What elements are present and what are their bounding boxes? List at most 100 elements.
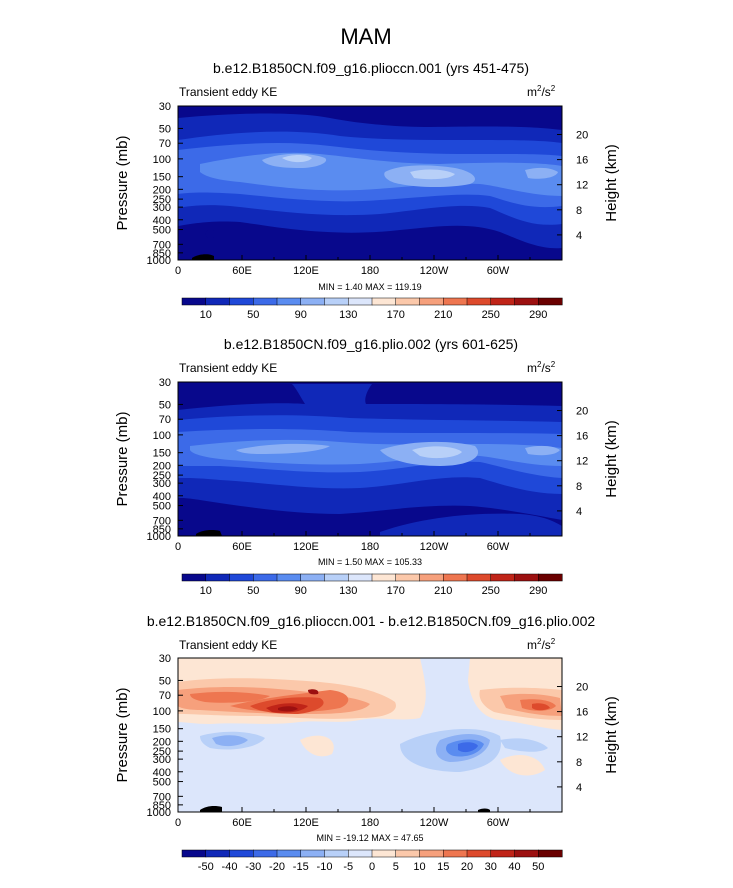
x-tick-label: 120W <box>420 541 449 553</box>
colorbar-swatch <box>395 297 421 306</box>
y-tick-label: 1000 <box>147 807 171 819</box>
colorbar-label: 250 <box>482 309 500 321</box>
contour-fill <box>212 734 490 762</box>
colorbar-swatch <box>538 573 563 582</box>
x-tick-label: 120W <box>420 265 449 277</box>
colorbar-label: 250 <box>482 585 500 597</box>
x-tick-label: 60W <box>487 265 510 277</box>
axes: 0 60E 120E 180 120W 60W3050701001502002503004… <box>114 101 620 277</box>
colorbar-swatch <box>395 849 421 858</box>
panel-subtitle: Transient eddy KE <box>179 85 277 99</box>
panel-2: b.e12.B1850CN.f09_g16.plio.002 (yrs 601-… <box>114 336 620 597</box>
stats-label: MIN = 1.40 MAX = 119.19 <box>318 282 421 292</box>
colorbar-swatch <box>300 297 326 306</box>
y-tick-label: 250 <box>153 194 171 206</box>
plot-area <box>177 105 563 261</box>
height-tick-label: 20 <box>576 406 588 418</box>
contour-fill <box>458 742 478 753</box>
x-tick-label: 180 <box>361 541 379 553</box>
colorbar-label: 40 <box>508 861 520 873</box>
colorbar-swatch <box>300 573 326 582</box>
contour-fill <box>278 689 319 712</box>
height-tick-label: 12 <box>576 180 588 192</box>
y-tick-label: 30 <box>159 377 171 389</box>
colorbar-swatch <box>253 849 278 858</box>
colorbar-swatch <box>205 297 231 306</box>
x-tick-label: 60E <box>232 265 252 277</box>
height-tick-label: 12 <box>576 732 588 744</box>
x-tick-label: 180 <box>361 265 379 277</box>
colorbar-swatch <box>253 297 278 306</box>
colorbar-swatch <box>395 573 421 582</box>
y-tick-label: 400 <box>153 491 171 503</box>
y-tick-label: 1000 <box>147 255 171 267</box>
x-tick-label: 60E <box>232 541 252 553</box>
colorbar: 10 50 90 130 170 210 250 290 <box>181 297 563 321</box>
colorbar-label: 10 <box>413 861 425 873</box>
y-tick-label: 250 <box>153 746 171 758</box>
colorbar-label: 130 <box>339 309 357 321</box>
plot-area <box>177 657 563 813</box>
contour-fill <box>262 153 558 187</box>
colorbar-label: 290 <box>529 309 547 321</box>
y-tick-label: 30 <box>159 653 171 665</box>
colorbar-label: -40 <box>222 861 238 873</box>
colorbar-swatch <box>490 573 516 582</box>
y-tick-label: 200 <box>153 460 171 472</box>
y-tick-label: 700 <box>153 791 171 803</box>
contour-fill <box>205 229 216 239</box>
colorbar-swatch <box>181 297 207 306</box>
y-tick-label: 500 <box>153 501 171 513</box>
y-tick-label: 850 <box>153 524 171 536</box>
x-tick-label: 0 <box>175 541 181 553</box>
y-tick-label: 250 <box>153 470 171 482</box>
colorbar-label: 30 <box>485 861 497 873</box>
panel-subtitle: Transient eddy KE <box>179 638 277 652</box>
y-tick-label: 300 <box>153 754 171 766</box>
height-tick-label: 4 <box>576 506 582 518</box>
colorbar-swatch <box>348 573 373 582</box>
colorbar-label: 15 <box>437 861 449 873</box>
colorbar-swatch <box>229 297 254 306</box>
colorbar-label: 5 <box>393 861 399 873</box>
colorbar-label: 50 <box>247 309 259 321</box>
colorbar-swatch <box>276 297 302 306</box>
colorbar-swatch <box>466 849 492 858</box>
plot-area <box>177 381 563 537</box>
colorbar-label: -20 <box>269 861 285 873</box>
contour-fill <box>196 530 222 536</box>
colorbar-swatch <box>514 297 539 306</box>
colorbar-label: 20 <box>461 861 473 873</box>
colorbar-swatch <box>466 297 492 306</box>
colorbar-swatch <box>229 573 254 582</box>
colorbar-swatch <box>419 573 444 582</box>
colorbar: -50 -40 -30 -20 -15 -10 -5 0 5 10 15 20 30 40 50 <box>181 849 563 873</box>
colorbar-swatch <box>514 573 539 582</box>
x-tick-label: 60E <box>232 817 252 829</box>
y-tick-label: 50 <box>159 675 171 687</box>
height-tick-label: 20 <box>576 130 588 142</box>
colorbar-swatch <box>419 849 444 858</box>
units-label: m2/s2 <box>527 637 556 652</box>
colorbar-label: -15 <box>293 861 309 873</box>
y-tick-label: 200 <box>153 184 171 196</box>
y-tick-label: 100 <box>153 154 171 166</box>
colorbar-label: 0 <box>369 861 375 873</box>
contour-fill <box>412 446 462 459</box>
colorbar-swatch <box>276 849 302 858</box>
y-axis-label: Pressure (mb) <box>114 411 131 506</box>
y-axis-right-label: Height (km) <box>603 696 620 774</box>
y-axis-label: Pressure (mb) <box>114 135 131 230</box>
colorbar-swatch <box>538 297 563 306</box>
y-tick-label: 150 <box>153 172 171 184</box>
colorbar-swatch <box>324 573 349 582</box>
height-tick-label: 4 <box>576 782 582 794</box>
y-tick-label: 100 <box>153 430 171 442</box>
height-tick-label: 20 <box>576 682 588 694</box>
colorbar-label: 170 <box>387 309 405 321</box>
contour-fill <box>236 441 560 466</box>
y-axis-right-label: Height (km) <box>603 144 620 222</box>
panel-3: b.e12.B1850CN.f09_g16.plioccn.001 - b.e1… <box>114 613 620 873</box>
colorbar-label: -30 <box>245 861 261 873</box>
